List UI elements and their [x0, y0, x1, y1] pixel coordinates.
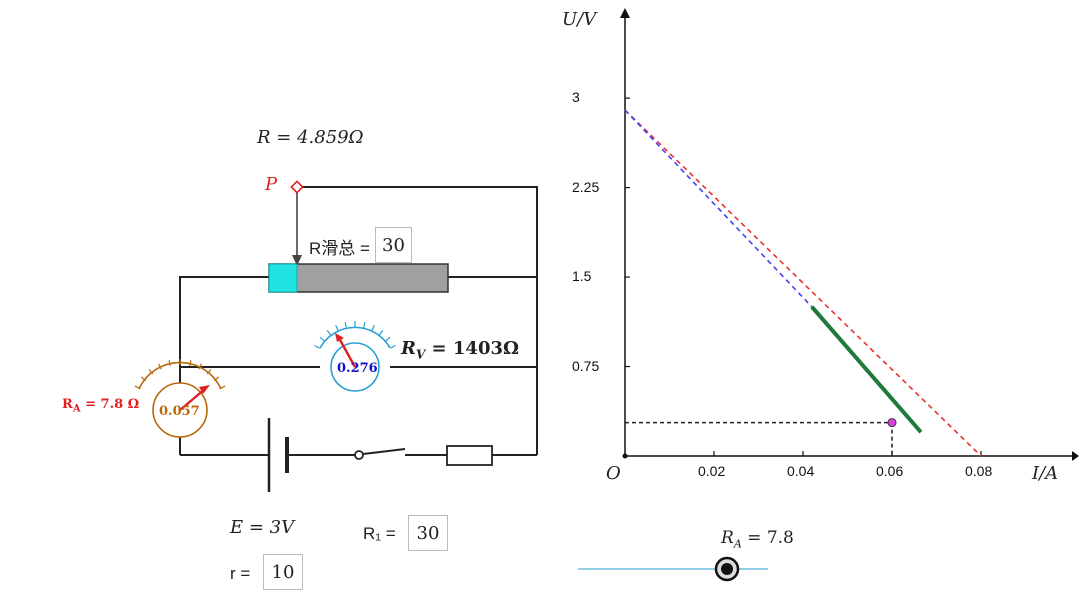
rv-symbol: R: [401, 338, 416, 359]
r-value-label: R = 4.859Ω: [257, 127, 364, 148]
y-tick-label: 3: [572, 89, 580, 106]
origin-label: O: [606, 463, 621, 484]
ra-slider-handle[interactable]: [714, 556, 740, 582]
wire-top: [297, 186, 538, 455]
rv-label: RV = 1403Ω: [401, 338, 519, 362]
y-axis-label: U/V: [562, 9, 597, 30]
meter-tick: [344, 321, 347, 329]
x-tick-label: 0.02: [698, 463, 726, 479]
chart-guides: [625, 418, 897, 456]
ra-label: RA = 7.8 Ω: [62, 397, 139, 415]
x-tick-label: 0.06: [876, 463, 904, 479]
ra-value: = 7.8 Ω: [80, 397, 140, 412]
meter-tick: [134, 385, 141, 390]
slider-value: = 7.8: [741, 528, 794, 548]
chart-series: [624, 109, 982, 457]
meter-tick: [198, 363, 202, 370]
graph-axes: [620, 8, 1079, 461]
rv-value: = 1403Ω: [425, 338, 520, 359]
series-line: [810, 305, 923, 434]
meter-tick: [219, 385, 226, 390]
rheostat-body: [268, 263, 449, 293]
y-tick-label: 0.75: [572, 357, 600, 374]
resistor-r1: [446, 445, 493, 466]
y-tick-label: 2.25: [572, 178, 600, 195]
x-tick-label: 0.08: [965, 463, 993, 479]
meter-tick: [206, 369, 212, 375]
meter-tick: [335, 324, 339, 331]
slider-label: RA = 7.8: [721, 528, 794, 550]
p-point-marker[interactable]: [290, 180, 304, 194]
meter-tick: [189, 360, 192, 367]
ra-symbol: R: [62, 397, 73, 412]
meter-tick: [371, 324, 375, 331]
switch-lever[interactable]: [362, 448, 406, 455]
ra-subscript: A: [72, 403, 81, 415]
r1-label: R₁ =: [363, 524, 396, 543]
meter-tick: [390, 344, 396, 349]
y-tick-label: 1.5: [572, 268, 592, 285]
series-line: [624, 109, 982, 457]
meter-tick: [314, 344, 320, 349]
meter-tick: [378, 329, 384, 336]
r1-input[interactable]: 30: [408, 515, 448, 551]
rheostat-active-part: [268, 263, 298, 293]
meter-tick: [140, 376, 147, 382]
meter-tick: [148, 369, 154, 375]
rv-subscript: V: [415, 347, 426, 362]
r-internal-label: r =: [230, 564, 251, 583]
emf-label: E = 3V: [230, 517, 295, 538]
meter-tick: [319, 336, 325, 342]
rheostat-total-label: R滑总 =: [309, 239, 370, 258]
x-axis-label: I/A: [1032, 463, 1059, 484]
operating-point[interactable]: [887, 418, 897, 428]
ammeter: [134, 359, 226, 438]
r-internal-input[interactable]: 10: [263, 554, 303, 590]
axis-ticks: [625, 97, 982, 456]
ammeter-reading: 0.057: [159, 404, 200, 419]
x-tick-label: 0.04: [787, 463, 815, 479]
meter-tick: [363, 321, 366, 329]
voltmeter: [314, 321, 396, 392]
p-label: P: [265, 174, 278, 195]
series-line: [624, 109, 813, 308]
meter-tick: [158, 363, 162, 370]
slider-symbol: R: [721, 528, 734, 548]
probe-arrowhead: [292, 255, 302, 266]
meter-tick: [168, 360, 171, 367]
voltmeter-reading: 0.276: [337, 361, 378, 376]
meter-tick: [385, 336, 391, 342]
rheostat-total-input[interactable]: 30: [375, 227, 412, 263]
slider-subscript: A: [733, 537, 742, 551]
meter-tick: [213, 376, 220, 382]
meter-tick: [326, 329, 332, 336]
switch-pivot: [354, 450, 364, 460]
